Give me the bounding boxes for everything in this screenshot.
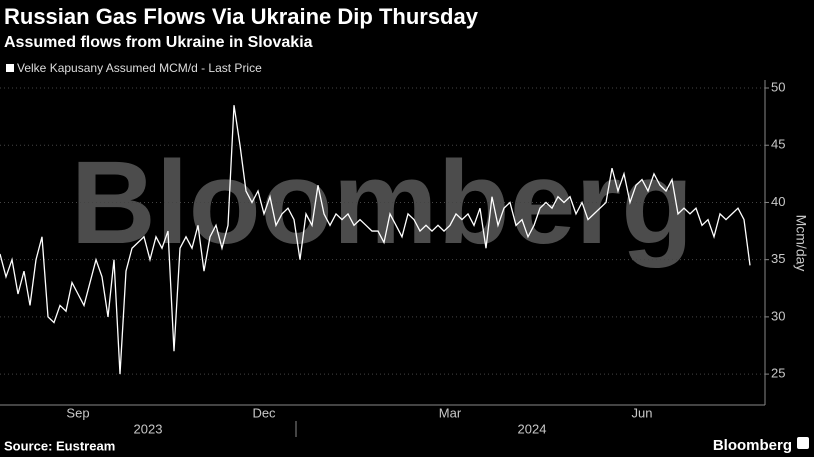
- x-tick-label: Mar: [439, 405, 462, 420]
- year-label: 2023: [134, 421, 163, 436]
- line: [0, 105, 751, 375]
- y-tick-label: 40: [771, 194, 785, 209]
- brand-icon: [797, 437, 809, 449]
- x-tick-label: Dec: [252, 405, 276, 420]
- y-tick-label: 50: [771, 79, 785, 94]
- y-tick-label: 25: [771, 366, 785, 381]
- brand: Bloomberg: [713, 437, 792, 454]
- y-axis-label: Mcm/day: [793, 215, 809, 272]
- chart-title: Russian Gas Flows Via Ukraine Dip Thursd…: [4, 4, 479, 29]
- chart-subtitle: Assumed flows from Ukraine in Slovakia: [4, 34, 313, 51]
- source: Source: Eustream: [4, 438, 115, 453]
- legend-swatch: [6, 64, 14, 72]
- year-label: 2024: [518, 421, 547, 436]
- x-tick-label: Jun: [632, 405, 653, 420]
- watermark: Bloomberg: [71, 137, 694, 269]
- y-tick-label: 35: [771, 251, 785, 266]
- legend-label: Velke Kapusany Assumed MCM/d - Last Pric…: [17, 61, 262, 75]
- y-tick-label: 30: [771, 308, 785, 323]
- x-tick-label: Sep: [66, 405, 89, 420]
- y-tick-label: 45: [771, 137, 785, 152]
